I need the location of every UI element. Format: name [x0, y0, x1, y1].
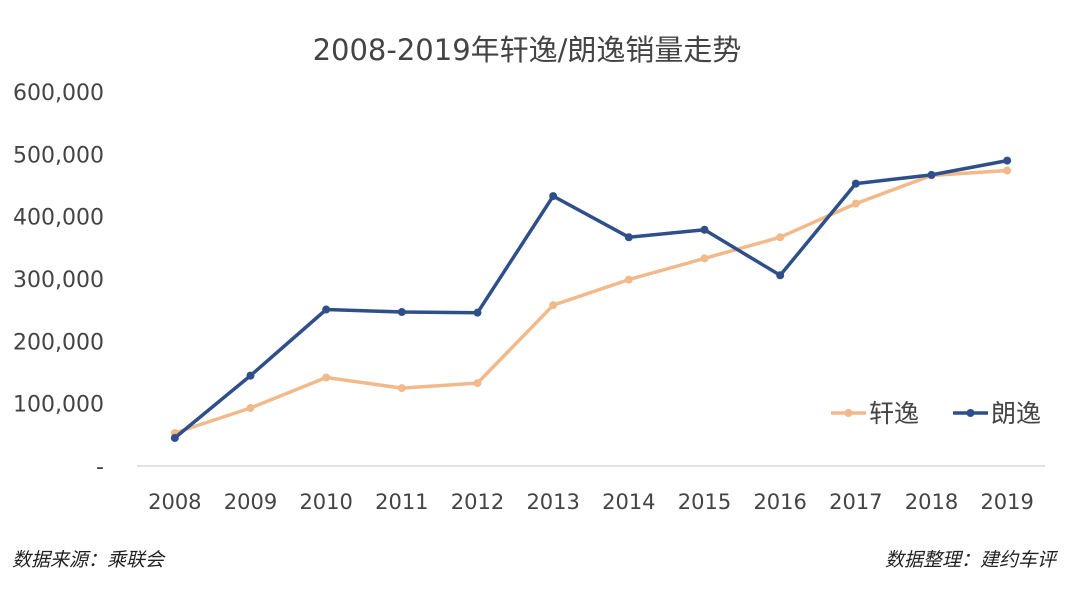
series-line — [173, 158, 1009, 440]
x-axis: 2008 2009 2010 2011 2012 2013 2014 2015 2016 2017… — [148, 490, 1034, 514]
x-tick-label: 2018 — [905, 490, 958, 514]
data-point — [170, 433, 179, 442]
data-point — [624, 233, 633, 242]
x-tick-label: 2015 — [678, 490, 731, 514]
data-point — [851, 199, 860, 208]
legend-label: 朗逸 — [991, 399, 1041, 428]
data-point — [851, 179, 860, 188]
x-tick-label: 2016 — [753, 490, 806, 514]
data-point — [322, 305, 331, 314]
data-point — [1003, 156, 1012, 165]
legend-marker — [844, 409, 853, 417]
series-line — [173, 168, 1009, 435]
x-tick-label: 2012 — [451, 490, 504, 514]
chart-title: 2008-2019年轩逸/朗逸销量走势 — [313, 33, 742, 67]
data-point — [700, 254, 709, 263]
series-layer — [170, 156, 1012, 442]
legend-marker — [966, 409, 975, 417]
data-point — [549, 301, 558, 310]
x-tick-label: 2014 — [602, 490, 655, 514]
data-point — [397, 384, 406, 393]
data-point — [246, 404, 255, 413]
data-source-note: 数据来源：乘联会 — [12, 549, 165, 571]
data-point — [322, 373, 331, 382]
y-tick-label: 100,000 — [13, 393, 104, 418]
y-tick-label: 400,000 — [13, 206, 104, 231]
x-tick-label: 2019 — [980, 490, 1033, 514]
line-chart: 2008-2019年轩逸/朗逸销量走势 - 100,000 200,000 300,0… — [13, 33, 1045, 514]
data-point — [397, 308, 406, 317]
x-tick-label: 2011 — [375, 490, 428, 514]
data-point — [246, 371, 255, 380]
data-point — [776, 271, 785, 280]
x-tick-label: 2013 — [526, 490, 579, 514]
x-tick-label: 2008 — [148, 490, 201, 514]
legend-label: 轩逸 — [869, 399, 919, 428]
data-compiler-note: 数据整理：建约车评 — [884, 549, 1056, 571]
y-tick-label: - — [96, 455, 104, 480]
data-point — [549, 192, 558, 201]
legend: 轩逸 朗逸 — [831, 399, 1041, 428]
x-tick-label: 2017 — [829, 490, 882, 514]
y-tick-label: 300,000 — [13, 268, 104, 293]
y-tick-label: 200,000 — [13, 330, 104, 355]
data-point — [473, 379, 482, 388]
y-tick-label: 500,000 — [13, 143, 104, 168]
data-point — [927, 170, 936, 179]
x-tick-label: 2010 — [299, 490, 352, 514]
data-point — [473, 308, 482, 317]
data-point — [700, 225, 709, 234]
y-tick-label: 600,000 — [13, 81, 104, 106]
data-point — [776, 233, 785, 242]
data-point — [1003, 166, 1012, 175]
data-point — [624, 275, 633, 284]
x-tick-label: 2009 — [224, 490, 277, 514]
y-axis: - 100,000 200,000 300,000 400,000 500,000 600,… — [13, 81, 104, 480]
